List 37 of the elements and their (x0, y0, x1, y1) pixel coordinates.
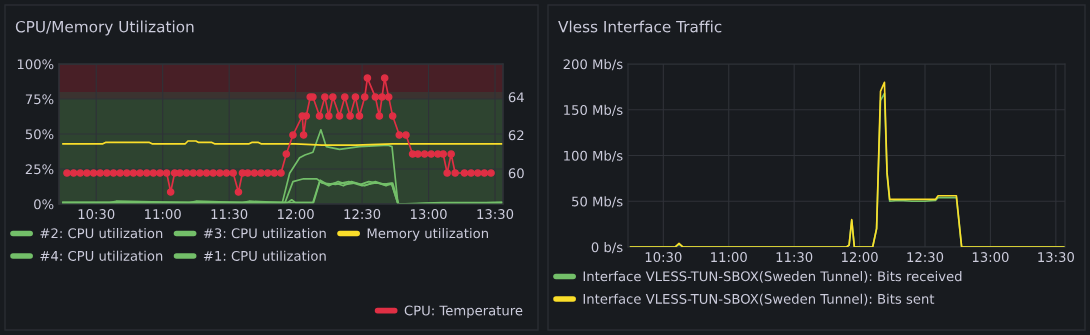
legend-label: #4: CPU utilization (40, 250, 163, 261)
x-tick-label: 12:30 (907, 252, 944, 263)
x-tick-label: 12:00 (842, 252, 878, 263)
x-tick-label: 11:00 (145, 209, 181, 220)
y-tick-label: 150 Mb/s (564, 104, 623, 116)
legend-label: #2: CPU utilization (40, 228, 163, 239)
legend-label: Memory utilization (367, 228, 488, 241)
y-tick-label: 100 Mb/s (564, 150, 623, 162)
x-tick-label: 11:30 (211, 209, 248, 220)
x-tick-label: 10:30 (78, 209, 115, 220)
y-tick-label: 75% (25, 94, 54, 105)
x-tick-label: 13:00 (410, 209, 447, 220)
legend-label: Interface VLESS-TUN-SBOX(Sweden Tunnel): Bits received (583, 271, 962, 283)
y-tick-label: 50 Mb/s (572, 196, 623, 208)
x-tick-label: 12:30 (344, 209, 381, 220)
y-tick-label: 25% (25, 164, 54, 175)
x-tick-label: 11:30 (776, 252, 813, 263)
legend-label: #1: CPU utilization (203, 250, 326, 261)
x-tick-label: 12:00 (278, 209, 314, 220)
y-tick-label: 0% (34, 199, 54, 210)
y2-tick-label: 62 (508, 130, 524, 141)
x-tick-label: 13:30 (477, 209, 514, 220)
y-tick-label: 0 b/s (591, 241, 623, 254)
y-tick-label: 200 Mb/s (563, 58, 623, 71)
legend-label: Interface VLESS-TUN-SBOX(Sweden Tunnel): Bits sent (583, 293, 935, 306)
x-tick-label: 11:00 (711, 252, 747, 263)
legend-label: #3: CPU utilization (203, 228, 326, 239)
legend-label: CPU: Temperature (404, 305, 523, 318)
y2-tick-label: 64 (508, 92, 524, 103)
y-tick-label: 100% (17, 59, 54, 70)
y2-tick-label: 60 (508, 168, 524, 179)
chart-title: CPU/Memory Utilization (15, 20, 194, 36)
x-tick-label: 10:30 (645, 252, 682, 263)
chart-title: Vless Interface Traffic (558, 20, 722, 33)
x-tick-label: 13:30 (1038, 252, 1074, 263)
x-tick-label: 13:00 (972, 252, 1009, 263)
y-tick-label: 50% (25, 129, 54, 140)
